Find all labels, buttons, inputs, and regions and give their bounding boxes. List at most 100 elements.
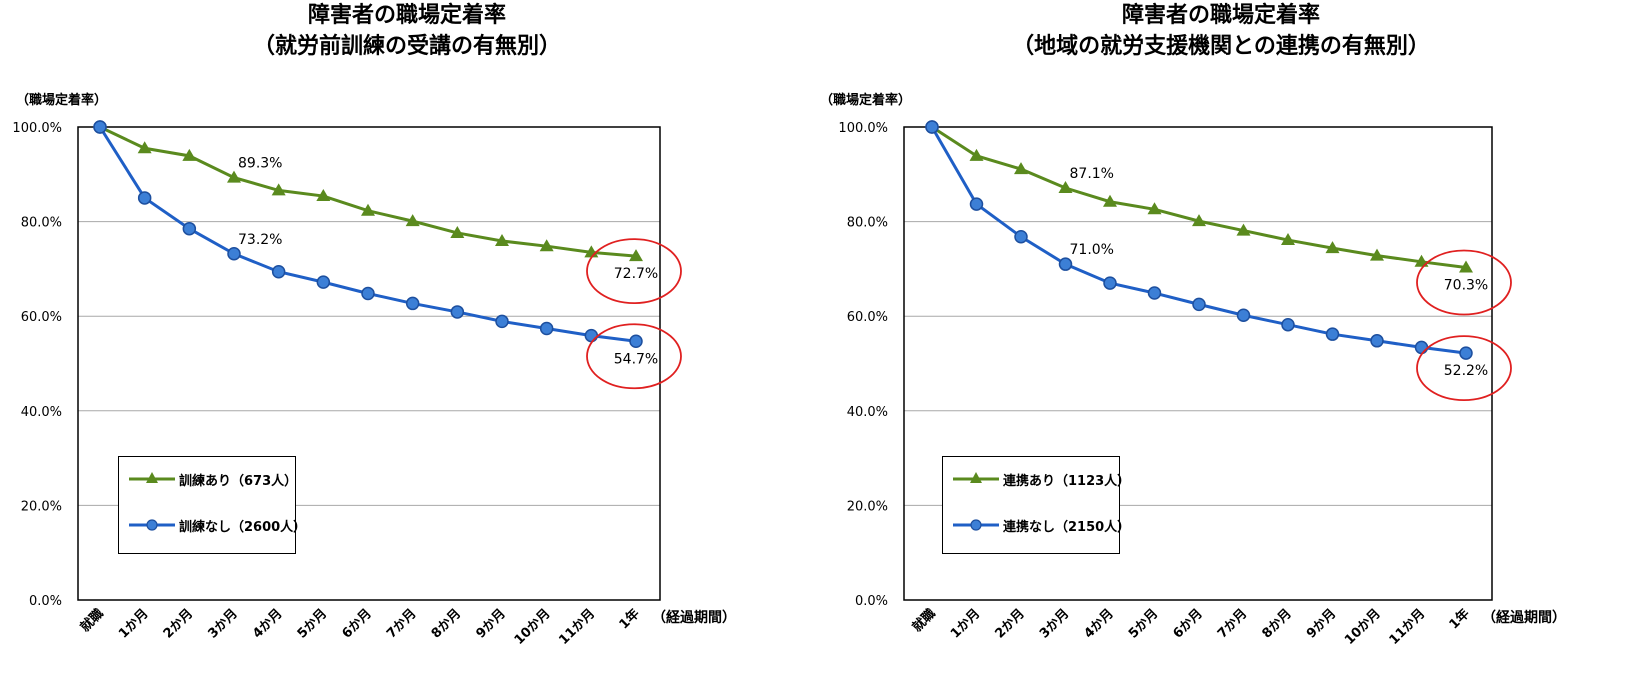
chart-subtitle: （地域の就労支援機関との連携の有無別） [1012,34,1430,59]
data-label: 87.1% [1070,166,1114,182]
circle-marker-icon [953,515,999,535]
chart-plot: 0.0% 20.0% 40.0% 60.0% 80.0% 100.0% （職場定着率） 就職 1… [12,92,736,648]
data-label: 70.3% [1444,277,1488,293]
data-point [1058,181,1073,194]
data-point [405,214,420,227]
x-tick-label: 10か月 [512,606,554,648]
legend-label: 訓練なし（2600人） [179,519,307,535]
data-point [925,120,939,134]
data-point [495,233,509,246]
legend-item: 連携なし（2150人） [953,515,1130,535]
y-axis-label: （職場定着率） [16,92,107,108]
x-tick-label: 10か月 [1342,606,1384,648]
y-tick-label: 80.0% [21,216,62,231]
data-point [450,225,465,238]
series-line [931,125,1467,269]
series-line [98,126,637,343]
data-point [1103,276,1117,290]
x-tick-label: 就職 [77,606,107,636]
x-axis-label: （経過期間） [1482,609,1566,626]
chart-training: 障害者の職場定着率 （就労前訓練の受講の有無別） 0.0% 20.0% 40.0% 6… [12,3,736,648]
data-point [182,221,197,236]
x-tick-label: 4か月 [1081,606,1116,641]
data-point [539,239,554,252]
data-point [969,197,984,211]
data-point [227,170,241,183]
data-point [584,328,599,343]
legend-label: 訓練あり（673人） [179,473,298,489]
chart-legend: 連携あり（1123人） 連携なし（2150人） [942,456,1130,554]
x-tick-label: 9か月 [473,606,508,641]
chart-legend: 訓練あり（673人） 訓練なし（2600人） [118,456,306,554]
highlight-circle [586,323,682,390]
legend-label: 連携なし（2150人） [1003,519,1131,535]
x-tick-label: 8か月 [429,606,464,641]
data-point [1370,248,1384,261]
data-label: 73.2% [238,232,282,248]
data-point [361,203,375,216]
data-point [1147,286,1162,300]
x-tick-label: 5か月 [295,606,330,641]
triangle-marker-icon [953,469,999,489]
legend-label: 連携あり（1123人） [1003,473,1131,489]
x-tick-label: 3か月 [205,606,240,641]
data-point [1014,162,1028,175]
y-tick-label: 100.0% [838,121,888,136]
data-point [1147,202,1162,215]
y-tick-label: 100.0% [12,121,62,136]
data-label: 72.7% [614,266,658,282]
data-point [361,286,375,301]
legend-item: 訓練あり（673人） [129,469,297,489]
data-point [405,296,420,311]
y-tick-label: 40.0% [21,405,62,420]
data-point [1192,297,1206,312]
data-point [1370,334,1384,348]
data-label: 54.7% [614,351,658,367]
y-tick-label: 20.0% [847,499,888,514]
y-tick-label: 60.0% [21,310,62,325]
highlight-circle [1416,335,1512,401]
plot-frame [903,126,1493,601]
data-point [495,314,509,329]
data-point [629,249,643,262]
y-tick-label: 80.0% [847,216,888,231]
data-point [1414,340,1429,355]
chart-title: 障害者の職場定着率 [1121,3,1320,28]
x-axis-label: （経過期間） [652,609,736,626]
data-point [450,305,465,319]
data-point [182,148,197,161]
data-point [1014,229,1028,244]
data-point [1236,308,1251,323]
x-tick-label: 9か月 [1304,606,1339,641]
x-tick-label: 5か月 [1126,606,1161,641]
data-point [137,141,152,154]
x-tick-label: 7か月 [1215,606,1250,641]
data-point [271,183,286,196]
y-tick-label: 40.0% [847,405,888,420]
y-tick-label: 0.0% [29,594,62,609]
data-point [1058,257,1073,271]
data-point [316,275,331,289]
chart-plot: 0.0% 20.0% 40.0% 60.0% 80.0% 100.0% （職場定着率） 就職 1… [820,92,1566,648]
data-point [1103,194,1117,207]
data-point [1459,260,1473,273]
x-tick-label: 1年 [616,606,643,633]
data-point [1459,346,1473,360]
chart-subtitle: （就労前訓練の受講の有無別） [252,34,561,59]
data-point [93,120,107,134]
data-point [1281,233,1295,246]
x-tick-label: 6か月 [339,606,374,641]
data-point [969,148,984,161]
data-point [316,189,331,202]
chart-support-agency: 障害者の職場定着率 （地域の就労支援機関との連携の有無別） 0.0% 20.0% 4… [814,0,1628,698]
data-point [271,264,286,279]
x-tick-label: 7か月 [384,606,419,641]
chart-title: 障害者の職場定着率 [307,3,506,28]
data-point [1325,327,1340,341]
x-tick-label: 11か月 [556,606,598,648]
y-axis-label: （職場定着率） [820,92,911,108]
data-point [227,247,241,261]
x-tick-label: 2か月 [161,606,196,641]
plot-frame [77,126,661,601]
data-point [1236,223,1251,236]
